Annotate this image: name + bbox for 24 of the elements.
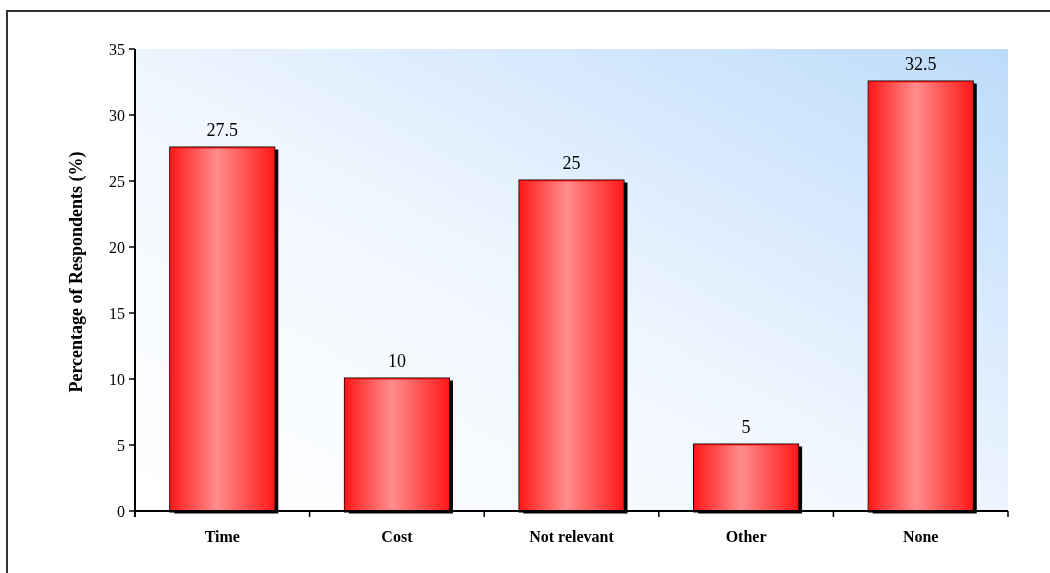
bar: [694, 444, 799, 512]
y-tick-label: 20: [109, 238, 125, 256]
data-label: 32.5: [904, 54, 937, 74]
y-axis-title: Percentage of Respondents (%): [66, 151, 87, 393]
data-label: 10: [387, 351, 406, 371]
data-label: 25: [562, 153, 581, 173]
x-tick-label: Cost: [381, 528, 414, 545]
y-tick-label: 5: [117, 436, 125, 454]
bar: [170, 147, 275, 512]
y-tick-label: 15: [109, 304, 125, 322]
x-tick-label: Other: [725, 528, 767, 545]
y-tick-label: 10: [109, 370, 125, 388]
data-label: 5: [741, 417, 751, 437]
y-tick-label: 25: [109, 172, 125, 190]
data-label: 27.5: [206, 120, 239, 140]
bar: [519, 180, 624, 512]
y-tick-label: 30: [109, 106, 125, 124]
y-tick-label: 35: [109, 40, 125, 58]
bar: [868, 81, 973, 512]
bar: [344, 378, 449, 512]
x-tick-label: Not relevant: [529, 528, 615, 545]
x-tick-label: None: [902, 528, 939, 545]
x-tick-label: Time: [204, 528, 240, 545]
y-tick-label: 0: [117, 502, 125, 520]
